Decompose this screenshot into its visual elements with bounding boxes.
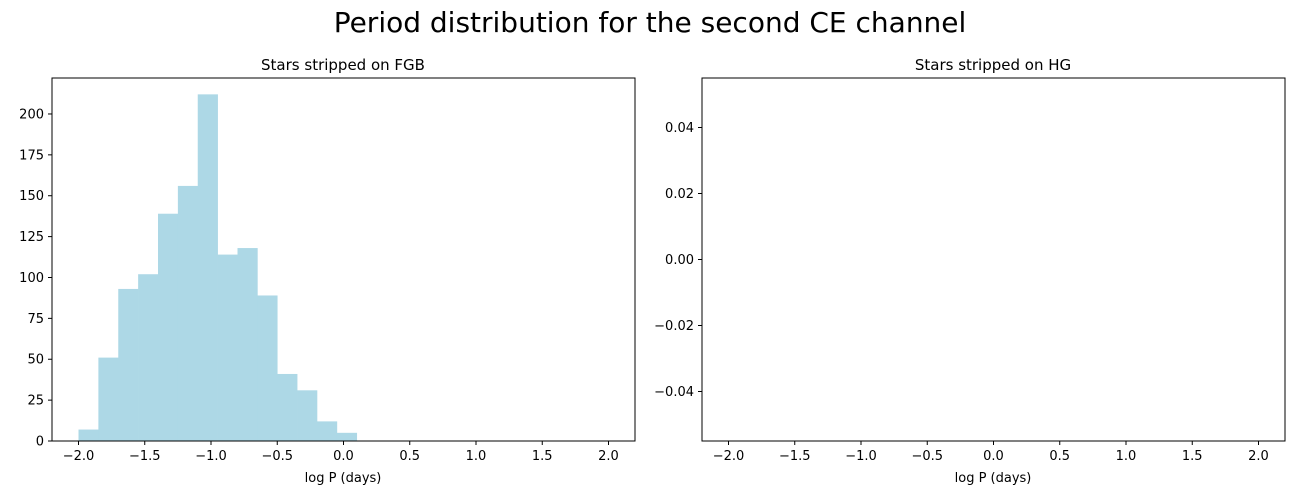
histogram-bar — [217, 254, 238, 441]
y-tick-label: 0 — [36, 435, 44, 450]
x-tick-label: 0.5 — [399, 449, 420, 464]
figure-suptitle: Period distribution for the second CE ch… — [334, 6, 967, 39]
histogram-bar — [297, 390, 318, 441]
plot-area-hg — [702, 78, 1285, 441]
y-tick-label: 150 — [19, 189, 44, 204]
x-tick-label: 0.0 — [333, 449, 354, 464]
histogram-bar — [138, 274, 159, 441]
x-tick-label: 1.5 — [1182, 449, 1203, 464]
bars-fgb — [78, 94, 358, 441]
x-tick-label: −1.5 — [779, 449, 811, 464]
histogram-bar — [197, 94, 218, 441]
histogram-bar — [78, 429, 99, 441]
x-tick-label: −2.0 — [713, 449, 745, 464]
x-tick-label: −0.5 — [261, 449, 293, 464]
x-tick-label: 0.0 — [983, 449, 1004, 464]
y-tick-label: 75 — [27, 312, 44, 327]
axes-fgb: Stars stripped on FGB −2.0 −1.5 −1.0 −0.5 0.… — [19, 56, 636, 486]
y-tick-label: −0.04 — [654, 385, 694, 400]
histogram-bar — [158, 213, 179, 441]
x-ticks-hg: −2.0 −1.5 −1.0 −0.5 0.0 0.5 1.0 1.5 2.0 — [713, 441, 1269, 464]
axes-title-hg: Stars stripped on HG — [915, 56, 1071, 74]
y-tick-label: 50 — [27, 353, 44, 368]
x-tick-label: 2.0 — [598, 449, 619, 464]
histogram-bar — [317, 421, 338, 441]
histogram-bar — [336, 432, 358, 441]
x-tick-label: 1.0 — [466, 449, 487, 464]
x-tick-label: −1.5 — [129, 449, 161, 464]
x-tick-label: −1.0 — [195, 449, 227, 464]
y-ticks-fgb: 0 25 50 75 100 125 150 175 200 — [19, 107, 52, 450]
y-tick-label: 125 — [19, 230, 44, 245]
y-tick-label: 175 — [19, 148, 44, 163]
y-tick-label: 25 — [27, 394, 44, 409]
y-tick-label: 100 — [19, 271, 44, 286]
histogram-bar — [277, 373, 298, 441]
histogram-bar — [237, 248, 258, 441]
y-tick-label: 0.00 — [665, 253, 694, 268]
x-tick-label: 2.0 — [1248, 449, 1269, 464]
histogram-bar — [257, 295, 278, 441]
y-ticks-hg: −0.04 −0.02 0.00 0.02 0.04 — [654, 121, 702, 400]
y-tick-label: −0.02 — [654, 319, 694, 334]
x-tick-label: −0.5 — [911, 449, 943, 464]
histogram-bar — [118, 288, 139, 441]
x-tick-label: −1.0 — [845, 449, 877, 464]
histogram-bar — [177, 185, 199, 441]
x-axis-label-fgb: log P (days) — [305, 471, 382, 486]
y-tick-label: 0.02 — [665, 187, 694, 202]
histogram-bar — [98, 357, 119, 441]
x-axis-label-hg: log P (days) — [955, 471, 1032, 486]
x-tick-label: 1.0 — [1116, 449, 1137, 464]
x-tick-label: 1.5 — [532, 449, 553, 464]
y-tick-label: 200 — [19, 107, 44, 122]
x-tick-label: 0.5 — [1049, 449, 1070, 464]
y-tick-label: 0.04 — [665, 121, 694, 136]
axes-hg: Stars stripped on HG −2.0 −1.5 −1.0 −0.5 0.0… — [654, 56, 1286, 486]
axes-title-fgb: Stars stripped on FGB — [261, 56, 425, 74]
x-tick-label: −2.0 — [63, 449, 95, 464]
x-ticks-fgb: −2.0 −1.5 −1.0 −0.5 0.0 0.5 1.0 1.5 2.0 — [63, 441, 619, 464]
